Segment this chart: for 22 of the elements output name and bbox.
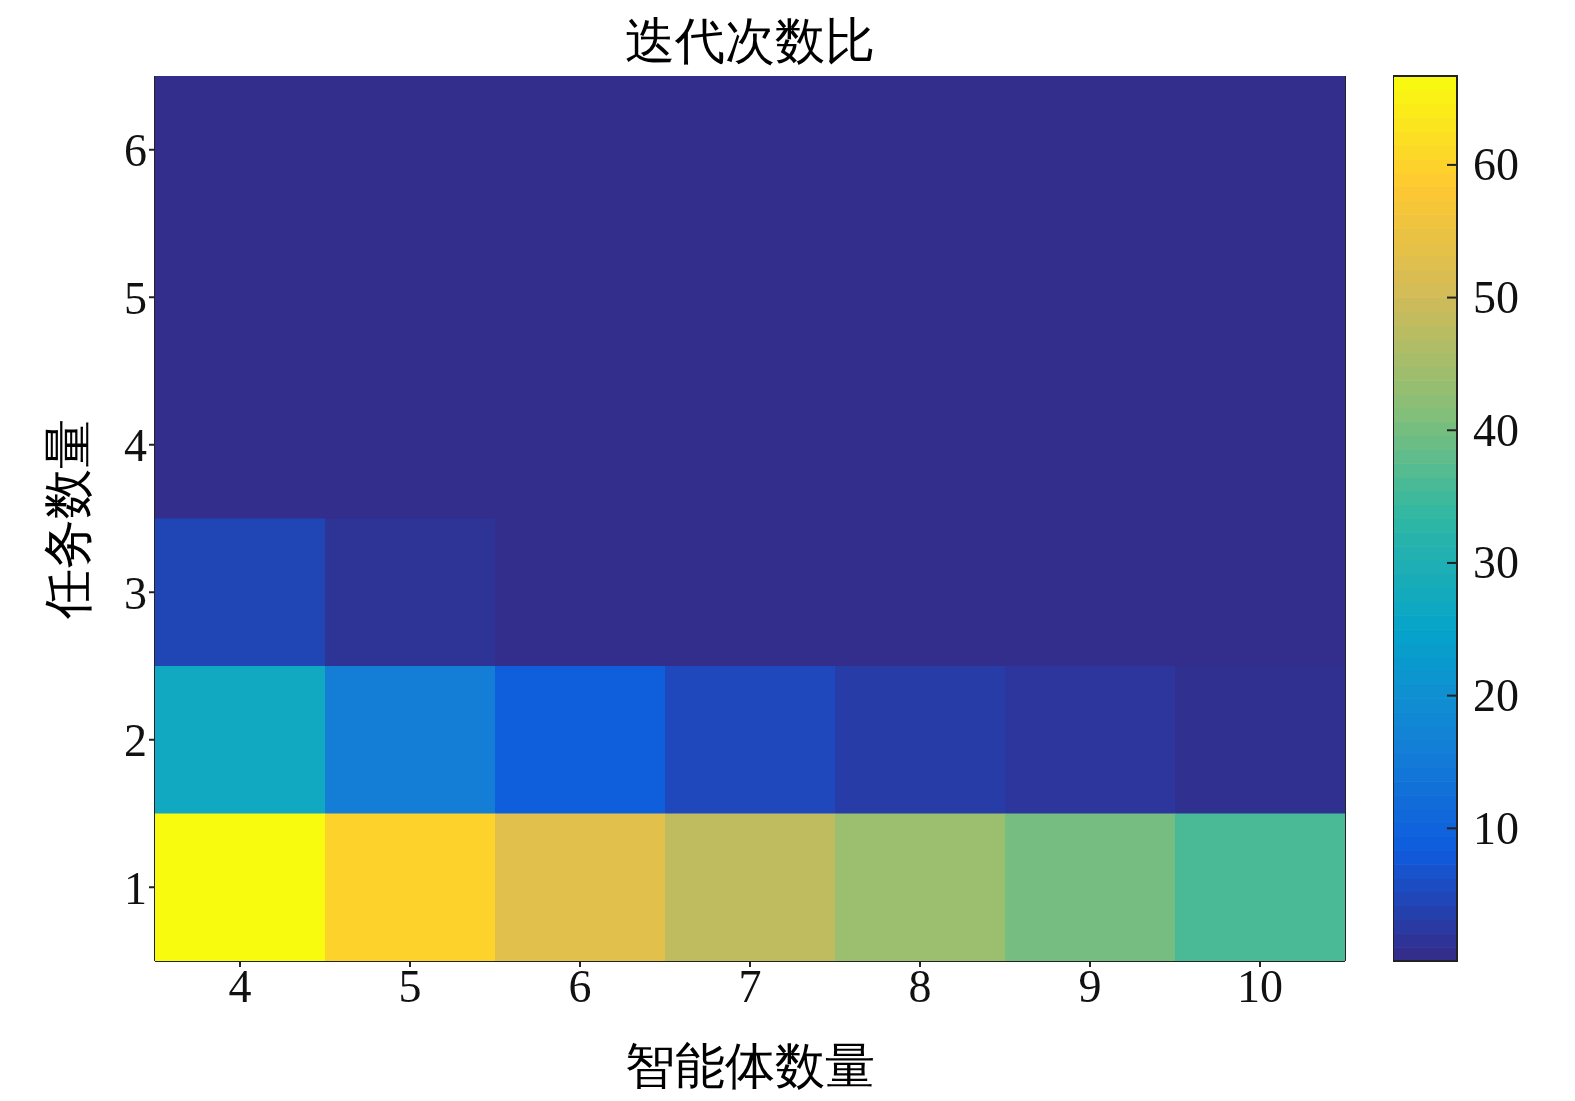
- x-axis-title: 智能体数量: [624, 1037, 876, 1096]
- x-tick-label: 6: [568, 960, 592, 1012]
- color-bar-label: 50: [1473, 272, 1519, 324]
- y-tick-label: 5: [124, 272, 147, 324]
- y-tick-label: 3: [124, 567, 147, 619]
- x-tick-label: 8: [908, 960, 932, 1012]
- x-tick-label: 5: [398, 960, 422, 1012]
- chart-title: 迭代次数比: [624, 12, 876, 71]
- color-bar-label: 30: [1473, 537, 1519, 589]
- y-tick-label: 2: [124, 715, 147, 767]
- y-tick-label: 1: [124, 862, 147, 914]
- color-bar-label: 20: [1473, 670, 1519, 722]
- x-tick-label: 10: [1237, 960, 1283, 1012]
- x-tick-label: 4: [228, 960, 252, 1012]
- y-tick-label: 6: [124, 125, 147, 177]
- color-bar-label: 10: [1473, 802, 1519, 854]
- x-tick-label: 7: [738, 960, 762, 1012]
- color-bar-label: 60: [1473, 139, 1519, 191]
- y-axis-title: 任务数量: [38, 418, 97, 619]
- y-tick-label: 4: [124, 420, 147, 472]
- x-tick-label: 9: [1078, 960, 1102, 1012]
- color-bar-label: 40: [1473, 404, 1519, 456]
